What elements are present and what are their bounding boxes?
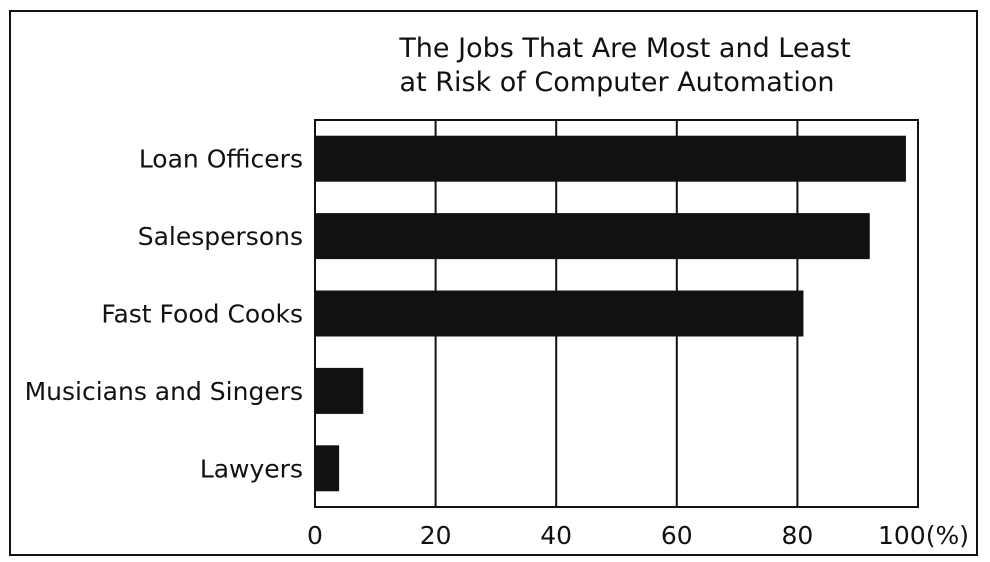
tick-label: 0: [307, 521, 323, 550]
tick-label: 60: [661, 521, 693, 550]
category-label: Loan Officers: [139, 145, 303, 174]
bar: [315, 445, 340, 492]
category-labels: Loan Officers Salespersons Fast Food Cooks…: [25, 145, 303, 484]
x-axis-tick-labels: 0 20 40 60 80 100(%): [307, 521, 969, 550]
chart-title: The Jobs That Are Most and Least at Risk…: [398, 33, 850, 98]
tick-label: 80: [781, 521, 813, 550]
category-label: Salespersons: [138, 222, 303, 251]
chart-title-line-1: The Jobs That Are Most and Least: [398, 33, 850, 64]
chart-title-line-2: at Risk of Computer Automation: [400, 67, 835, 98]
bar: [315, 213, 870, 260]
tick-label: 20: [420, 521, 452, 550]
plot-border: [314, 119, 919, 508]
bars: [315, 135, 906, 492]
tick-label: 100(%): [878, 521, 969, 550]
plot-area: [314, 119, 919, 508]
chart-frame: [9, 10, 978, 556]
bar: [315, 290, 804, 337]
category-label: Fast Food Cooks: [101, 300, 303, 329]
bar: [315, 135, 906, 182]
category-label: Musicians and Singers: [25, 377, 303, 406]
category-label: Lawyers: [200, 454, 303, 483]
tick-label: 40: [540, 521, 572, 550]
bar: [315, 367, 364, 414]
